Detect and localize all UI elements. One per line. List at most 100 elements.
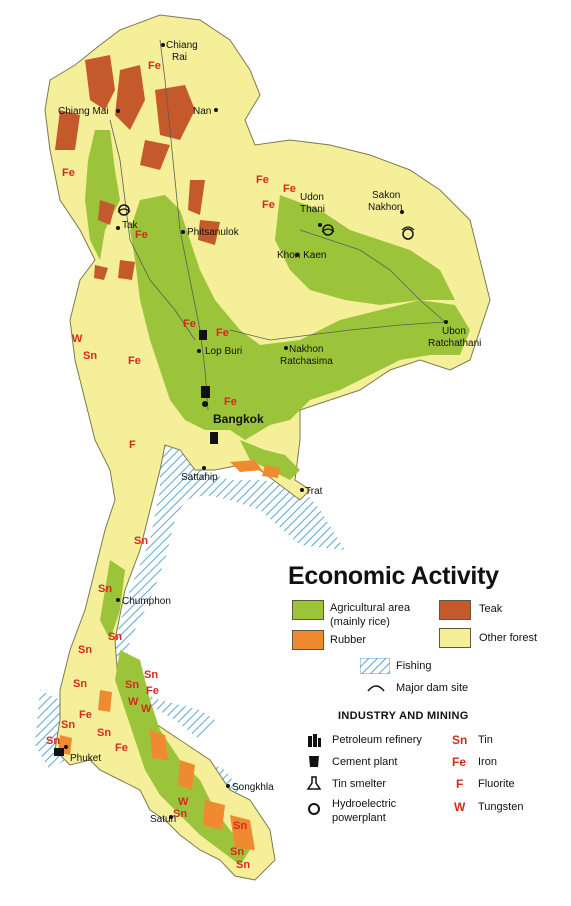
petroleum-label: Petroleum refinery [332,734,422,746]
mineral-fe: Fe [128,355,141,367]
agricultural-area-northeast [275,195,455,305]
agricultural-area-north [85,130,120,260]
mineral-sn: Sn [230,846,244,858]
mineral-sn: Sn [97,727,111,739]
city-dots [64,43,448,819]
fishing-label: Fishing [396,660,432,672]
mineral-sn: Sn [78,644,92,656]
mineral-w: W [72,333,83,345]
tin-smelter-label: Tin smelter [332,778,386,790]
fluorite-symbol: F [456,777,464,791]
mineral-fe: Fe [62,167,75,179]
fishing-swatch [360,658,390,674]
legend: Economic Activity Agricultural area (mai… [282,560,567,840]
mineral-w: W [128,696,139,708]
teak-swatch [439,600,471,620]
mineral-fe: Fe [79,709,92,721]
mineral-sn: Sn [134,535,148,547]
tin-symbol: Sn [452,733,468,747]
dam-icon [367,685,385,692]
agricultural-label: Agricultural area [330,602,411,614]
mineral-fe: Fe [183,318,196,330]
mineral-sn: Sn [108,631,122,643]
city-phuket: Phuket [70,753,101,764]
iron-label: Iron [478,756,497,768]
city-udon-line1: Udon [300,192,324,203]
city-ubon-line1: Ubon [442,326,466,337]
agricultural-sublabel: (mainly rice) [330,616,390,628]
mineral-sn: Sn [73,678,87,690]
hydro-powerplant-icon [308,803,320,815]
city-satun: Satun [150,814,176,825]
fishing-zone-gulf [115,430,345,740]
industry-heading: INDUSTRY AND MINING [338,710,469,722]
mineral-sn: Sn [233,820,247,832]
agricultural-area-south [115,650,250,865]
petroleum-refinery-icon [308,734,321,747]
other-forest-label: Other forest [479,632,538,644]
city-phitsanulok: Phitsanulok [187,227,240,238]
city-trat: Trat [305,486,323,497]
city-sattahip: Sattahip [181,472,218,483]
mineral-fe: Fe [224,396,237,408]
city-nakhon-line1: Nakhon [289,344,323,355]
mineral-sn: Sn [46,735,60,747]
mineral-fe: Fe [216,327,229,339]
mineral-sn: Sn [61,719,75,731]
hydro-powerplant-icons [118,204,414,240]
mineral-sn: Sn [236,859,250,871]
hydro-label-line1: Hydroelectric [332,798,397,810]
cement-plant-icon [309,756,319,767]
rubber-areas [58,460,280,850]
agricultural-area-central [130,195,470,440]
mineral-symbols: Fe Fe Fe Fe Fe Fe Fe Fe Fe Fe W Sn F Sn … [46,60,296,871]
agricultural-swatch [292,600,324,620]
city-ubon-line2: Ratchathani [428,338,481,349]
city-khon-kaen: Khon Kaen [277,250,327,261]
tin-label: Tin [478,734,493,746]
city-sakon-line1: Sakon [372,190,400,201]
city-bangkok: Bangkok [213,412,264,426]
city-tak: Tak [122,220,139,231]
city-udon-line2: Thani [300,204,325,215]
rivers [109,39,446,411]
tin-smelter-icon [306,776,322,790]
fluorite-label: Fluorite [478,778,515,790]
dam-label: Major dam site [396,682,469,694]
teak-areas [55,55,220,280]
mineral-sn: Sn [144,669,158,681]
mineral-sn: Sn [98,583,112,595]
hydro-label-line2: powerplant [332,812,386,824]
rubber-swatch [292,630,324,650]
city-chiang-mai: Chiang Mai [58,106,109,117]
city-sakon-line2: Nakhon [368,202,402,213]
city-nan: Nan [193,106,211,117]
mineral-fe: Fe [115,742,128,754]
mineral-fe: Fe [146,685,159,697]
agricultural-area-east [240,440,300,480]
mineral-fe: Fe [256,174,269,186]
mineral-sn: Sn [83,350,97,362]
mineral-f: F [129,439,136,451]
mineral-fe: Fe [262,199,275,211]
mineral-fe: Fe [283,183,296,195]
city-chumphon: Chumphon [122,596,171,607]
mineral-fe: Fe [135,229,148,241]
city-chiang-rai-line1: Chiang [166,40,198,51]
mineral-sn: Sn [125,679,139,691]
rubber-label: Rubber [330,634,367,646]
city-chiang-rai-line2: Rai [172,52,187,63]
industry-icons [54,330,218,756]
cement-label: Cement plant [332,756,398,768]
other-forest-swatch [439,628,471,648]
tungsten-label: Tungsten [478,801,524,813]
map-title: Economic Activity [288,562,499,590]
mineral-sn: Sn [173,808,187,820]
city-lop-buri: Lop Buri [205,346,242,357]
city-nakhon-line2: Ratchasima [280,356,333,367]
agricultural-area-isthmus [100,560,125,640]
tungsten-symbol: W [454,800,466,814]
city-songkhla: Songkhla [232,782,274,793]
teak-label: Teak [479,603,503,615]
